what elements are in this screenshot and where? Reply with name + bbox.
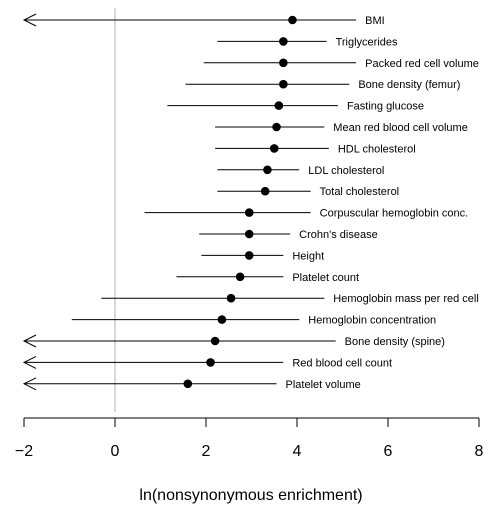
row-label: Packed red cell volume <box>365 58 479 70</box>
row-label: Platelet volume <box>286 379 361 391</box>
point-estimate <box>272 122 281 132</box>
row-corpuscular-hemoglobin-conc: Corpuscular hemoglobin conc. <box>144 208 469 220</box>
row-label: Hemoglobin concentration <box>308 315 436 327</box>
row-hdl-cholesterol: HDL cholesterol <box>215 143 416 155</box>
point-estimate <box>279 58 288 68</box>
row-label: Height <box>292 250 324 262</box>
x-tick-label: 6 <box>384 443 393 460</box>
row-packed-red-cell-volume: Packed red cell volume <box>203 58 479 70</box>
row-label: HDL cholesterol <box>338 143 416 155</box>
row-mean-red-blood-cell-volume: Mean red blood cell volume <box>215 122 468 134</box>
point-estimate <box>244 229 254 239</box>
row-label: Fasting glucose <box>347 101 424 113</box>
x-tick-label: 2 <box>202 443 211 460</box>
row-platelet-volume: Platelet volume <box>22 377 361 391</box>
row-label: LDL cholesterol <box>308 165 384 177</box>
row-label: Crohn's disease <box>299 229 378 241</box>
row-fasting-glucose: Fasting glucose <box>167 101 424 113</box>
row-triglycerides: Triglycerides <box>217 36 398 48</box>
point-estimate <box>226 293 236 303</box>
point-estimate <box>235 272 245 282</box>
row-ldl-cholesterol: LDL cholesterol <box>217 165 384 177</box>
row-height: Height <box>201 250 324 262</box>
x-tick-label: −2 <box>15 443 33 460</box>
truncation-arrow-icon <box>22 377 37 391</box>
row-label: Bone density (spine) <box>345 336 445 348</box>
row-platelet-count: Platelet count <box>176 272 359 284</box>
row-bmi: BMI <box>22 13 385 27</box>
x-tick-label: 4 <box>293 443 302 460</box>
point-estimate <box>210 336 220 346</box>
point-estimate <box>274 101 284 110</box>
row-label: Red blood cell count <box>292 357 392 369</box>
point-estimate <box>260 186 270 196</box>
row-label: Total cholesterol <box>320 186 400 198</box>
x-axis-title: ln(nonsynonymous enrichment) <box>139 487 362 504</box>
truncation-arrow-icon <box>22 13 37 27</box>
point-estimate <box>279 79 288 89</box>
row-total-cholesterol: Total cholesterol <box>217 186 399 198</box>
point-estimate <box>269 144 279 153</box>
point-estimate <box>288 15 297 25</box>
point-estimate <box>183 379 193 389</box>
truncation-arrow-icon <box>22 334 37 348</box>
point-estimate <box>217 315 227 324</box>
row-label: Platelet count <box>292 272 359 284</box>
row-label: Bone density (femur) <box>358 79 460 91</box>
point-estimate <box>244 251 254 260</box>
row-label: Hemoglobin mass per red cell <box>333 293 479 305</box>
truncation-arrow-icon <box>22 355 37 369</box>
row-label: BMI <box>365 15 385 27</box>
x-tick-label: 8 <box>475 443 484 460</box>
point-estimate <box>244 208 254 217</box>
point-estimate <box>263 165 272 175</box>
row-red-blood-cell-count: Red blood cell count <box>22 355 392 369</box>
row-label: Mean red blood cell volume <box>333 122 468 134</box>
row-hemoglobin-mass-per-red-cell: Hemoglobin mass per red cell <box>101 293 479 305</box>
row-crohn-s-disease: Crohn's disease <box>199 229 378 241</box>
row-bone-density-spine: Bone density (spine) <box>22 334 445 348</box>
row-label: Corpuscular hemoglobin conc. <box>320 208 469 220</box>
point-estimate <box>206 358 215 367</box>
point-estimate <box>279 37 288 46</box>
row-hemoglobin-concentration: Hemoglobin concentration <box>71 315 436 327</box>
row-label: Triglycerides <box>336 36 398 48</box>
row-bone-density-femur: Bone density (femur) <box>185 79 460 91</box>
x-tick-label: 0 <box>111 443 120 460</box>
